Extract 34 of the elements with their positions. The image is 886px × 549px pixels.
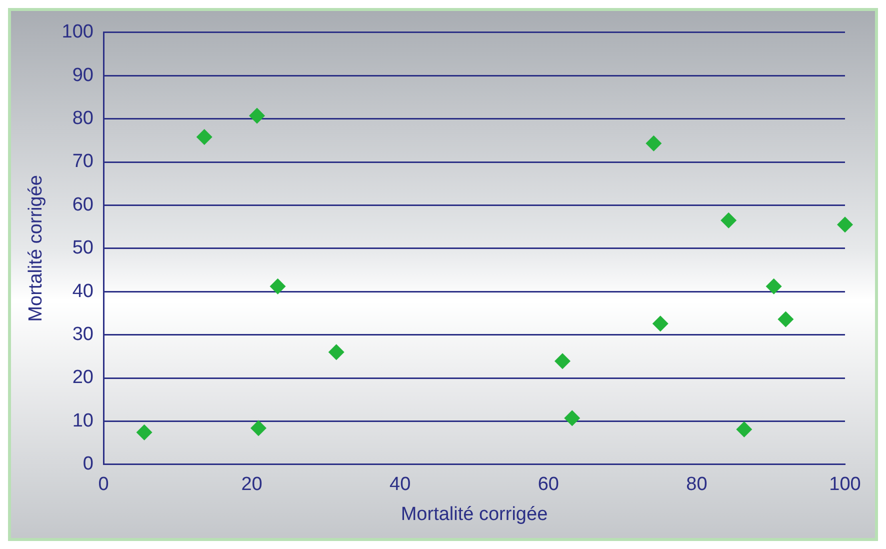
y-tick-label: 0 — [82, 454, 94, 475]
x-tick-label: 0 — [98, 474, 109, 496]
point — [778, 311, 794, 328]
x-tick-label: 60 — [538, 474, 559, 496]
point — [720, 212, 737, 228]
point — [837, 216, 853, 233]
y-tick-label: 10 — [72, 410, 94, 432]
point — [196, 128, 212, 145]
point — [136, 424, 152, 440]
y-tick-label: 80 — [72, 108, 94, 130]
point — [250, 420, 266, 436]
point — [328, 344, 344, 360]
x-tick-label: 80 — [686, 474, 708, 496]
y-axis-title: Mortalité corrigée — [26, 175, 47, 322]
x-tick-label: 20 — [241, 474, 262, 496]
y-tick-label: 90 — [72, 64, 94, 86]
point — [766, 278, 782, 294]
y-tick-label: 70 — [72, 151, 94, 172]
point — [564, 410, 580, 426]
x-axis-title: Mortalité corrigée — [400, 504, 548, 525]
y-tick-label: 100 — [62, 22, 94, 43]
x-tick-label: 40 — [390, 474, 411, 496]
point — [554, 353, 570, 370]
point — [248, 108, 265, 124]
y-tick-label: 60 — [72, 194, 94, 216]
point — [652, 316, 668, 332]
point — [736, 421, 752, 438]
x-tick-label: 100 — [829, 474, 861, 496]
point — [270, 278, 286, 294]
point — [646, 135, 662, 152]
y-tick-label: 30 — [72, 324, 94, 346]
y-tick-label: 20 — [72, 367, 94, 388]
y-tick-label: 40 — [72, 280, 94, 302]
y-tick-label: 50 — [72, 238, 94, 259]
